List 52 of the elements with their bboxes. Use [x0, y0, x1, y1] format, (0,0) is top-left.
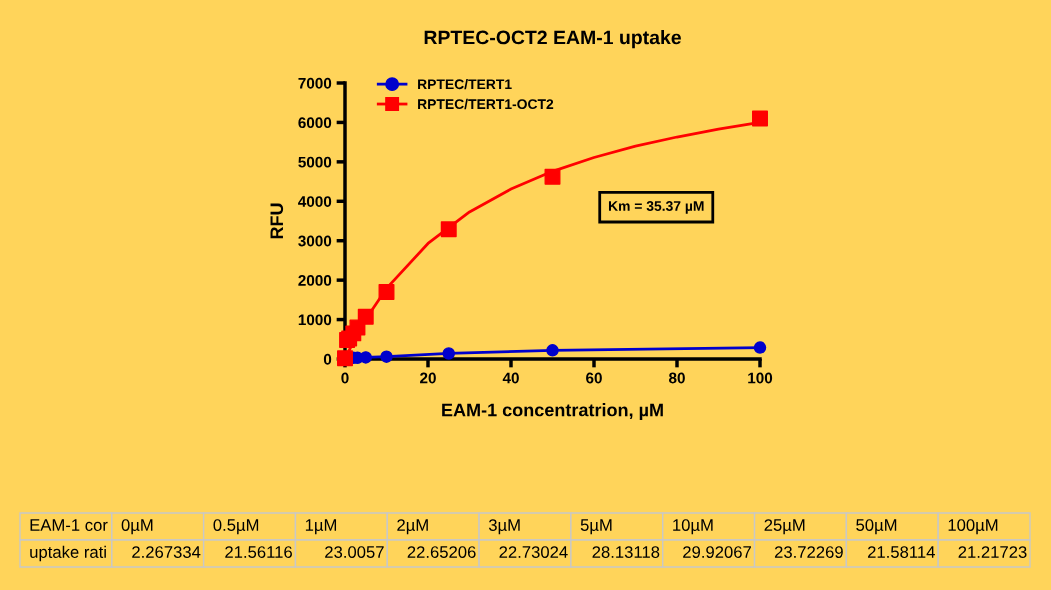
text: 50µM — [856, 519, 897, 535]
y-tick-label: 0 — [323, 353, 332, 365]
x-axis-title: EAM-1 concentratrion, µM — [442, 403, 663, 420]
text: 0.5µM — [213, 519, 259, 535]
y-tick-label: 2000 — [298, 275, 332, 286]
text: 100µM — [948, 519, 998, 535]
point — [359, 351, 373, 364]
point — [378, 283, 395, 300]
y-axis-title: RFU — [270, 203, 284, 239]
text: 10µM — [673, 519, 713, 535]
y-tick-label: 1000 — [298, 314, 332, 326]
x-tick-label: 100 — [748, 372, 773, 384]
text: 22.65206 — [407, 546, 476, 558]
y-tick-label: 4000 — [298, 196, 332, 207]
text: 23.72269 — [774, 546, 843, 558]
point — [380, 350, 393, 363]
x-tick-label: 80 — [668, 372, 685, 384]
text: 21.21723 — [958, 546, 1027, 558]
point — [357, 308, 374, 325]
chart-title: RPTEC-OCT2 EAM-1 uptake — [424, 30, 681, 49]
text: 3µM — [488, 519, 520, 535]
x-tick-label: 40 — [502, 372, 519, 384]
legend-label: RPTEC/TERT1-OCT2 — [418, 98, 554, 110]
text: 23.0057 — [325, 546, 384, 558]
x-tick-label: 20 — [420, 372, 436, 384]
text: EAM-1 cor — [30, 519, 108, 531]
text: 2µM — [397, 519, 428, 535]
point — [442, 347, 456, 360]
text: 5µM — [580, 519, 612, 535]
point — [544, 168, 561, 185]
point — [440, 221, 457, 238]
y-tick-label: 5000 — [298, 156, 332, 168]
point — [752, 110, 768, 127]
text: 21.58114 — [867, 546, 935, 558]
point — [546, 344, 559, 357]
text: 1µM — [305, 519, 337, 535]
x-tick-label: 0 — [341, 372, 349, 384]
text: 29.92067 — [683, 546, 751, 558]
text: 21.56116 — [225, 546, 292, 558]
y-tick-label: 7000 — [298, 77, 332, 89]
text: 0µM — [121, 519, 153, 535]
text: 25µM — [764, 519, 805, 535]
annotation: Km = 35.37 µM — [608, 201, 704, 214]
x-tick-label: 60 — [586, 372, 602, 384]
text: 28.13118 — [592, 546, 660, 558]
text: uptake rati — [30, 545, 106, 562]
y-tick-label: 6000 — [298, 117, 332, 129]
point — [753, 341, 767, 354]
y-tick-label: 3000 — [298, 235, 332, 247]
legend-label: RPTEC/TERT1 — [418, 78, 512, 90]
text: 22.73024 — [499, 546, 568, 558]
text: 2.267334 — [132, 546, 201, 558]
